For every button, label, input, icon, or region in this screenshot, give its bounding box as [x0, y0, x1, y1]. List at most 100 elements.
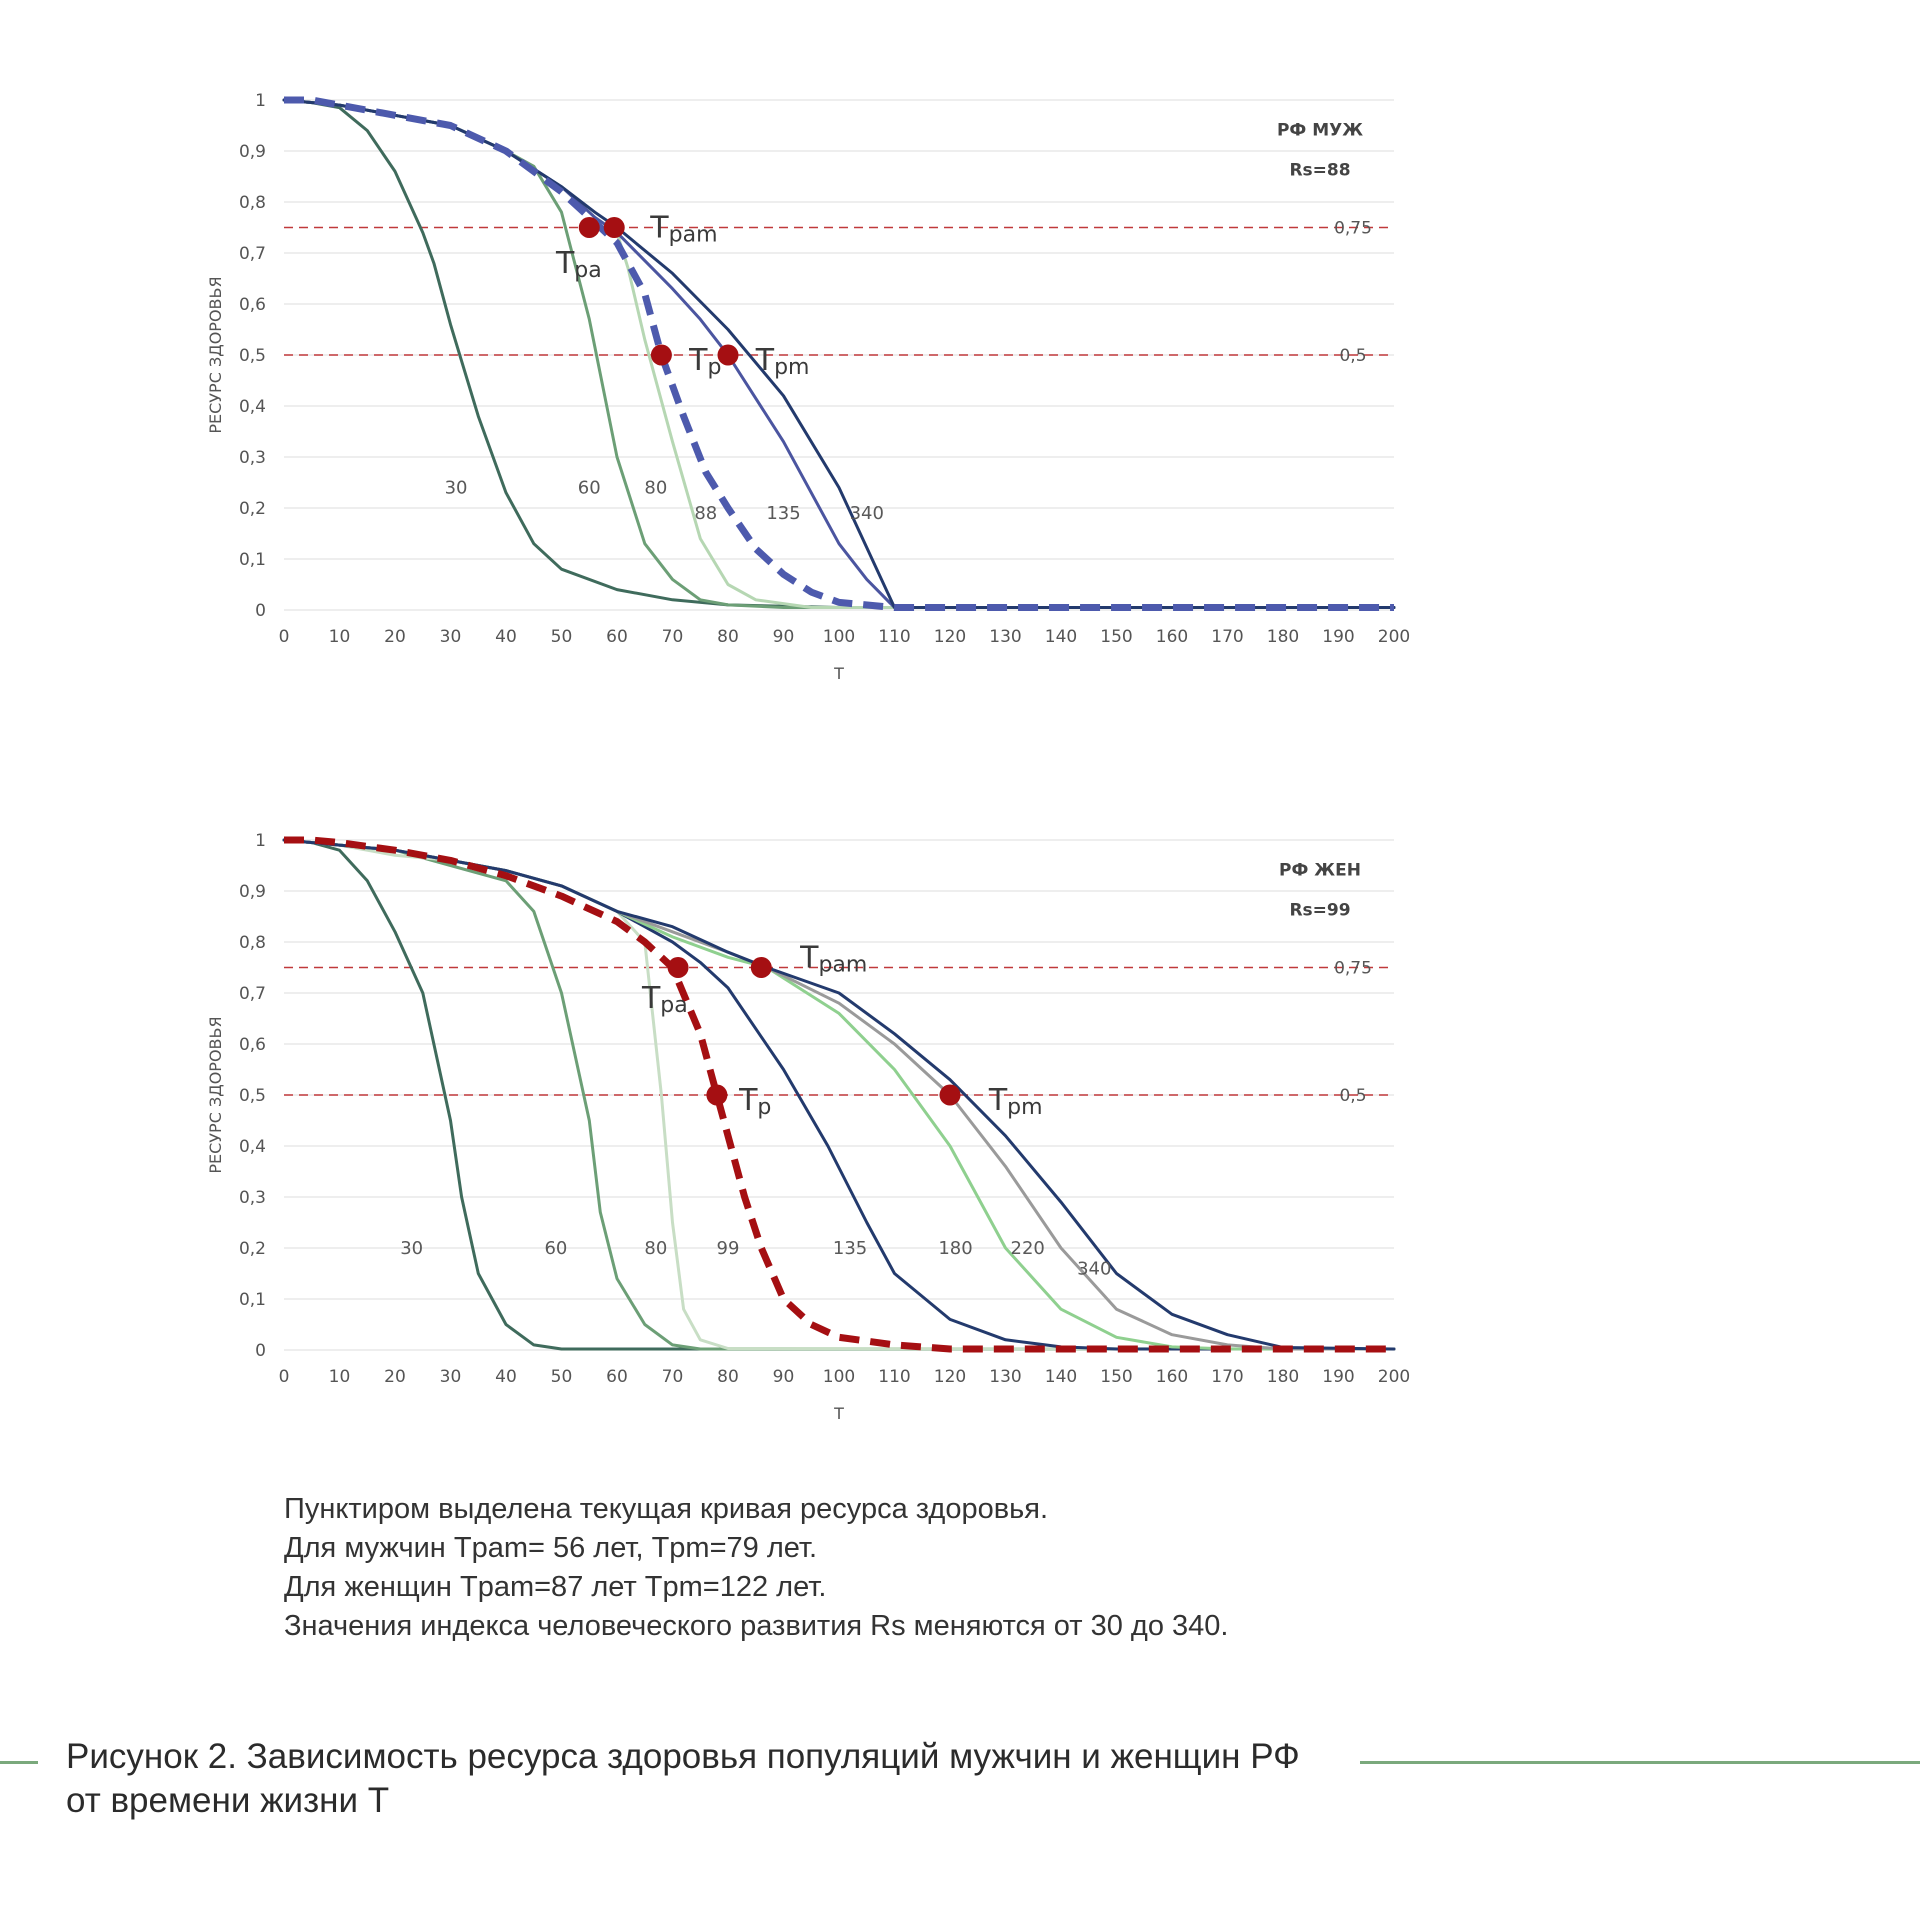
x-tick-label: 20	[384, 1367, 406, 1387]
marker-label: Tp	[688, 343, 721, 380]
marker-label-main: T	[738, 1083, 758, 1118]
x-tick-label: 10	[329, 1367, 351, 1387]
marker-label-sub: pm	[774, 355, 809, 380]
rs-label: Rs=99	[1289, 900, 1350, 920]
marker-label-main: T	[641, 981, 661, 1016]
x-tick-label: 180	[1267, 1367, 1299, 1387]
y-tick-label: 0,5	[239, 1086, 266, 1106]
y-tick-label: 0,6	[239, 295, 266, 315]
series-line-135	[282, 98, 1396, 609]
marker-label-main: T	[755, 343, 775, 378]
marker-label-sub: p	[757, 1095, 771, 1120]
reference-line-label: 0,75	[1334, 219, 1372, 239]
reference-line-label: 0,5	[1339, 346, 1366, 366]
x-tick-label: 90	[773, 627, 795, 647]
series-label: 340	[1077, 1258, 1111, 1279]
y-tick-label: 1	[255, 91, 266, 111]
male-health-resource-chart: 00,10,20,30,40,50,60,70,80,910 10 20 30 40 50…	[206, 91, 1410, 683]
series-line-99-current	[284, 836, 1394, 1353]
reference-line-label: 0,75	[1334, 959, 1372, 979]
x-tick-label: 60	[606, 627, 628, 647]
marker-label: Tpam	[649, 211, 717, 248]
note-line: Пунктиром выделена текущая кривая ресурс…	[284, 1493, 1049, 1525]
series-line-88-current	[284, 96, 1394, 611]
y-tick-label: 0,2	[239, 499, 266, 519]
series-line-80	[282, 98, 1396, 609]
x-tick-label: 140	[1045, 1367, 1077, 1387]
series-label: 220	[1011, 1238, 1045, 1259]
caption-rule-right	[1360, 1761, 1920, 1764]
y-tick-label: 0,8	[239, 933, 266, 953]
series-label: 88	[694, 503, 717, 524]
y-tick-label: 0,4	[239, 397, 266, 417]
marker-label-main: T	[988, 1083, 1008, 1118]
x-tick-label: 150	[1100, 1367, 1132, 1387]
marker-label: Tpam	[799, 940, 867, 977]
female-health-resource-chart: 00,10,20,30,40,50,60,70,80,910 10 20 30 40 50…	[206, 831, 1410, 1423]
reference-line-label: 0,5	[1339, 1086, 1366, 1106]
x-tick-label: 0	[279, 627, 290, 647]
series-label: 180	[938, 1238, 972, 1259]
x-axis-title: T	[833, 1404, 844, 1423]
x-tick-label: 190	[1322, 627, 1354, 647]
marker-label-sub: pam	[669, 223, 718, 248]
y-tick-label: 0,5	[239, 346, 266, 366]
marker-point	[603, 217, 625, 238]
marker-label: Tp	[738, 1083, 771, 1120]
marker-label-sub: pa	[660, 993, 687, 1018]
x-tick-label: 70	[662, 627, 684, 647]
x-tick-label: 50	[551, 627, 573, 647]
y-tick-label: 0	[255, 1341, 266, 1361]
marker-label: Tpa	[555, 246, 602, 283]
x-tick-label: 160	[1156, 1367, 1188, 1387]
x-tick-label: 10	[329, 627, 351, 647]
series-label: 340	[850, 503, 884, 524]
marker-label: Tpm	[988, 1083, 1043, 1120]
marker-label-main: T	[799, 940, 819, 975]
marker-label-main: T	[649, 211, 669, 246]
series-label: 30	[400, 1238, 423, 1259]
x-tick-label: 190	[1322, 1367, 1354, 1387]
y-tick-label: 0,3	[239, 1188, 266, 1208]
y-tick-label: 0,4	[239, 1137, 266, 1157]
marker-label-sub: p	[707, 355, 721, 380]
marker-point	[750, 957, 772, 978]
x-tick-label: 150	[1100, 627, 1132, 647]
rs-label: Rs=88	[1289, 160, 1350, 180]
series-label: 60	[544, 1238, 567, 1259]
series-label: 135	[766, 503, 800, 524]
x-tick-label: 30	[440, 1367, 462, 1387]
note-line: Значения индекса человеческого развития …	[284, 1610, 1229, 1642]
x-tick-label: 50	[551, 1367, 573, 1387]
note-line: Для мужчин Tpam= 56 лет, Tpm=79 лет.	[284, 1532, 818, 1564]
y-tick-label: 0,1	[239, 550, 266, 570]
x-tick-label: 200	[1378, 1367, 1410, 1387]
panel-title: РФ МУЖ	[1277, 121, 1363, 141]
panel-title: РФ ЖЕН	[1279, 861, 1361, 881]
y-axis-title: РЕСУРС ЗДОРОВЬЯ	[206, 1016, 225, 1173]
x-tick-label: 70	[662, 1367, 684, 1387]
x-tick-label: 80	[717, 1367, 739, 1387]
marker-label-main: T	[688, 343, 708, 378]
x-tick-label: 130	[989, 627, 1021, 647]
marker-label-sub: pa	[574, 258, 601, 283]
x-tick-label: 170	[1211, 1367, 1243, 1387]
x-axis-title: T	[833, 664, 844, 683]
x-tick-label: 180	[1267, 627, 1299, 647]
series-label: 60	[578, 478, 601, 499]
y-tick-label: 0	[255, 601, 266, 621]
x-tick-label: 100	[823, 627, 855, 647]
x-tick-label: 80	[717, 627, 739, 647]
y-tick-label: 0,7	[239, 244, 266, 264]
y-tick-label: 0,8	[239, 193, 266, 213]
x-tick-label: 30	[440, 627, 462, 647]
x-tick-label: 120	[934, 1367, 966, 1387]
marker-label: Tpa	[641, 981, 688, 1018]
y-tick-label: 0,9	[239, 882, 266, 902]
marker-point	[706, 1084, 728, 1106]
y-tick-label: 0,3	[239, 448, 266, 468]
y-tick-label: 1	[255, 831, 266, 851]
series-label: 80	[644, 478, 667, 499]
marker-label-sub: pam	[818, 952, 867, 977]
marker-label-sub: pm	[1007, 1095, 1042, 1120]
